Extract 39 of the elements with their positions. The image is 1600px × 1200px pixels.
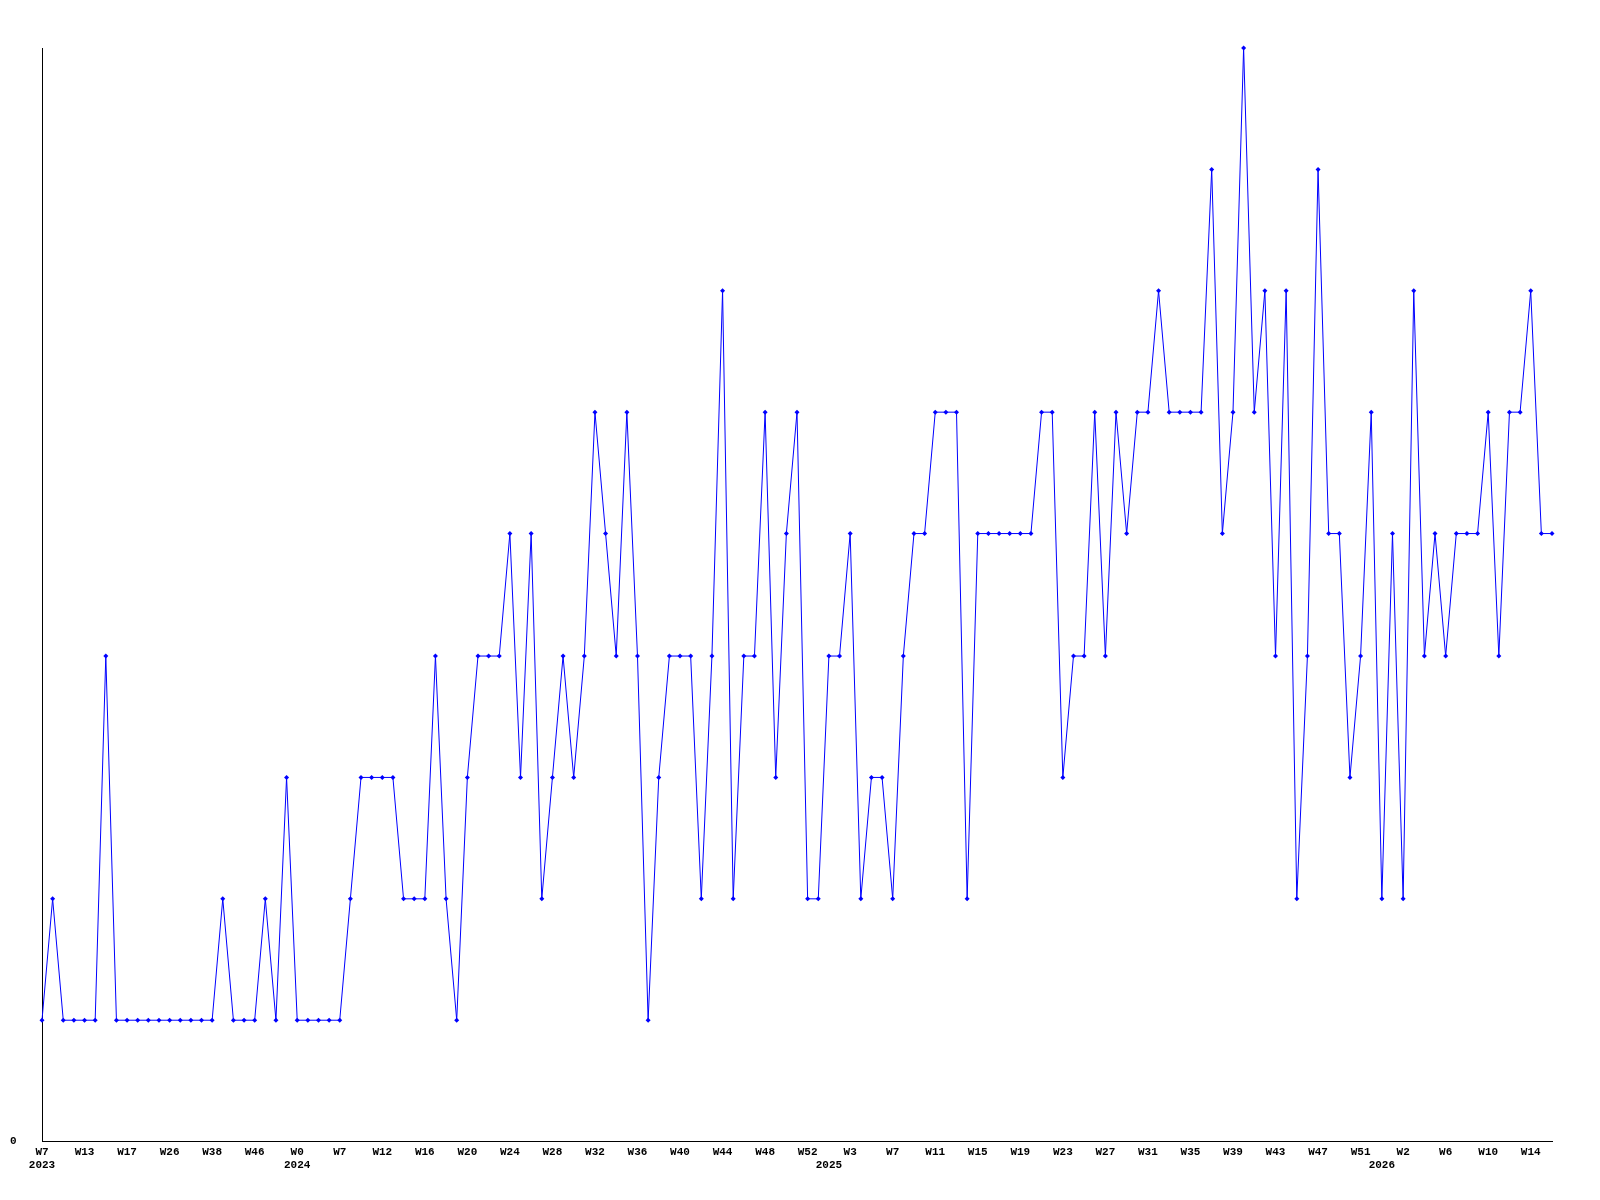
x-tick-label: W38 bbox=[202, 1145, 223, 1158]
x-tick-label: W23 bbox=[1052, 1145, 1074, 1158]
x-tick-label: W6 bbox=[1439, 1145, 1453, 1158]
x-tick-label: W32 bbox=[585, 1145, 605, 1158]
x-tick-label: W20 bbox=[457, 1145, 478, 1158]
x-tick-label: W27 bbox=[1095, 1145, 1116, 1158]
x-tick-label: W51 bbox=[1350, 1145, 1371, 1158]
x-tick-label: W24 bbox=[499, 1145, 521, 1158]
x-tick-label: W19 bbox=[1010, 1145, 1031, 1158]
x-tick-label: 2026 bbox=[1368, 1159, 1396, 1172]
x-tick-label: W15 bbox=[967, 1145, 989, 1158]
x-tick-label: W35 bbox=[1180, 1145, 1201, 1158]
x-tick-label: W2 bbox=[1396, 1145, 1410, 1158]
x-tick-label: W47 bbox=[1308, 1145, 1328, 1158]
x-tick-label: W7 2023 bbox=[28, 1145, 56, 1172]
x-tick-label: W7 bbox=[333, 1145, 347, 1158]
x-tick-label: W14 bbox=[1520, 1145, 1542, 1158]
x-tick-label: W10 bbox=[1478, 1145, 1499, 1158]
x-tick-label: W12 bbox=[372, 1145, 393, 1158]
x-tick-label: W13 bbox=[74, 1145, 95, 1158]
x-tick-label: W26 bbox=[159, 1145, 180, 1158]
x-tick-label: W0 2024 bbox=[284, 1145, 311, 1172]
x-tick-label: W17 bbox=[117, 1145, 137, 1158]
x-tick-label: W28 bbox=[542, 1145, 563, 1158]
x-tick-label: W16 bbox=[414, 1145, 435, 1158]
x-tick-label: W44 bbox=[712, 1145, 733, 1158]
x-tick-label: W52 bbox=[797, 1145, 818, 1158]
x-tick-label: W40 bbox=[670, 1145, 690, 1158]
x-tick-label: W43 bbox=[1265, 1145, 1286, 1158]
text: 0 bbox=[10, 1135, 17, 1148]
x-tick-label: W3 bbox=[843, 1145, 858, 1158]
x-tick-label: W48 bbox=[755, 1145, 776, 1158]
x-tick-label: 2025 bbox=[815, 1159, 843, 1172]
x-tick-label: W31 bbox=[1138, 1145, 1159, 1158]
x-tick-label: W11 bbox=[925, 1145, 946, 1158]
x-tick-label: W36 bbox=[627, 1145, 648, 1158]
x-tick-label: W7 bbox=[886, 1145, 900, 1158]
x-tick-label: W39 bbox=[1223, 1145, 1243, 1158]
x-tick-label: W46 bbox=[244, 1145, 265, 1158]
